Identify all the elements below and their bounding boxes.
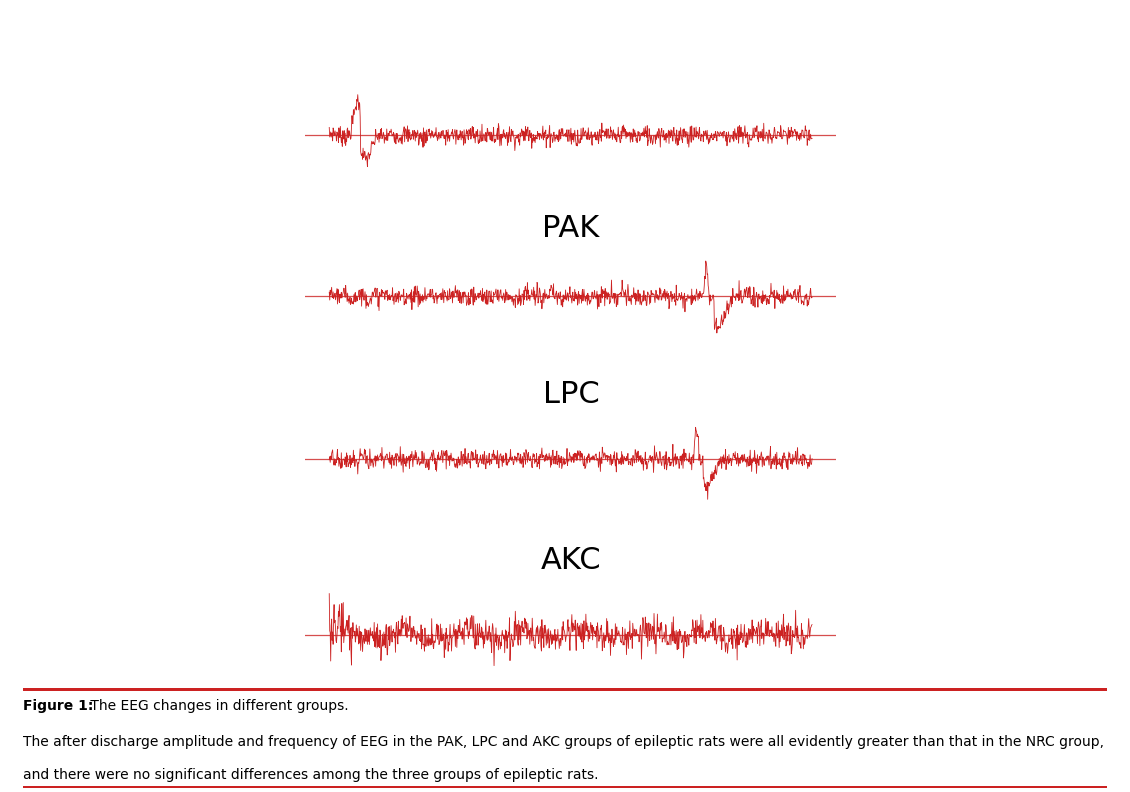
Text: The EEG changes in different groups.: The EEG changes in different groups. xyxy=(86,699,348,713)
Text: NRC: NRC xyxy=(539,713,602,742)
Text: The after discharge amplitude and frequency of EEG in the PAK, LPC and AKC group: The after discharge amplitude and freque… xyxy=(23,735,1104,749)
Text: PAK: PAK xyxy=(542,214,600,243)
Text: and there were no significant differences among the three groups of epileptic ra: and there were no significant difference… xyxy=(23,768,598,782)
Text: AKC: AKC xyxy=(540,546,601,576)
Text: Figure 1:: Figure 1: xyxy=(23,699,93,713)
Text: LPC: LPC xyxy=(542,380,599,409)
